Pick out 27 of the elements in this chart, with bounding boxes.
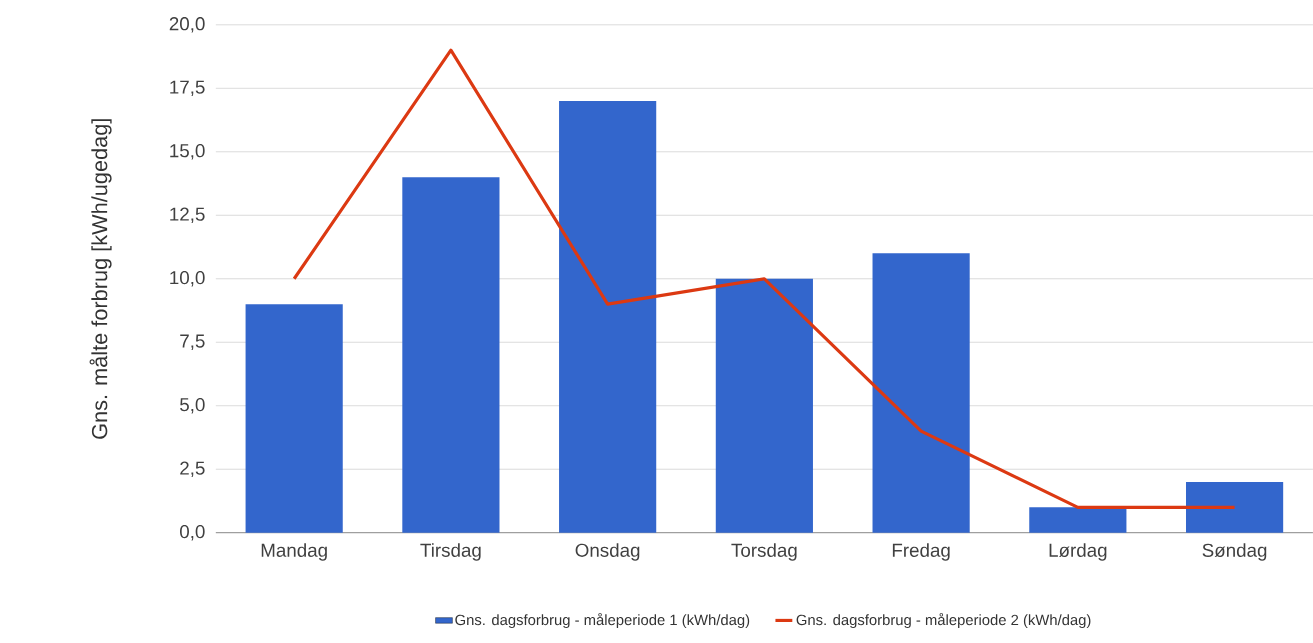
x-tick-label: Tirsdag [420,543,481,561]
x-tick-label: Torsdag [731,543,797,561]
y-tick-label: 5,0 [180,398,205,414]
legend-label: Gns. dagsforbrug - måleperiode 1 (kWh/dag) [455,613,750,629]
legend-label: Gns. dagsforbrug - måleperiode 2 (kWh/dag) [796,613,1091,629]
bar [715,278,813,533]
bar [872,253,970,533]
bar [1029,507,1127,533]
y-tick-label: 10,0 [170,271,205,287]
x-tick-label: Mandag [261,543,327,561]
y-tick-label: 17,5 [170,80,205,97]
x-tick-label: Onsdag [575,543,640,561]
x-tick-label: Lørdag [1049,543,1107,561]
y-tick-label: 12,5 [170,207,205,224]
bar [559,101,657,533]
line-series [292,48,1237,509]
bar [402,177,500,533]
y-tick-label: 20,0 [169,17,205,33]
y-tick-label: 0,0 [180,525,205,541]
y-tick-label: 7,5 [180,334,205,350]
bar [245,304,343,533]
y-tick-label: 2,5 [180,461,205,478]
bar [1186,482,1284,533]
x-tick-label: Fredag [892,543,950,561]
x-tick-label: Søndag [1202,543,1267,561]
y-tick-label: 15,0 [170,144,205,160]
y-axis-title: Gns. målte forbrug [kWh/ugedag] [89,119,112,439]
